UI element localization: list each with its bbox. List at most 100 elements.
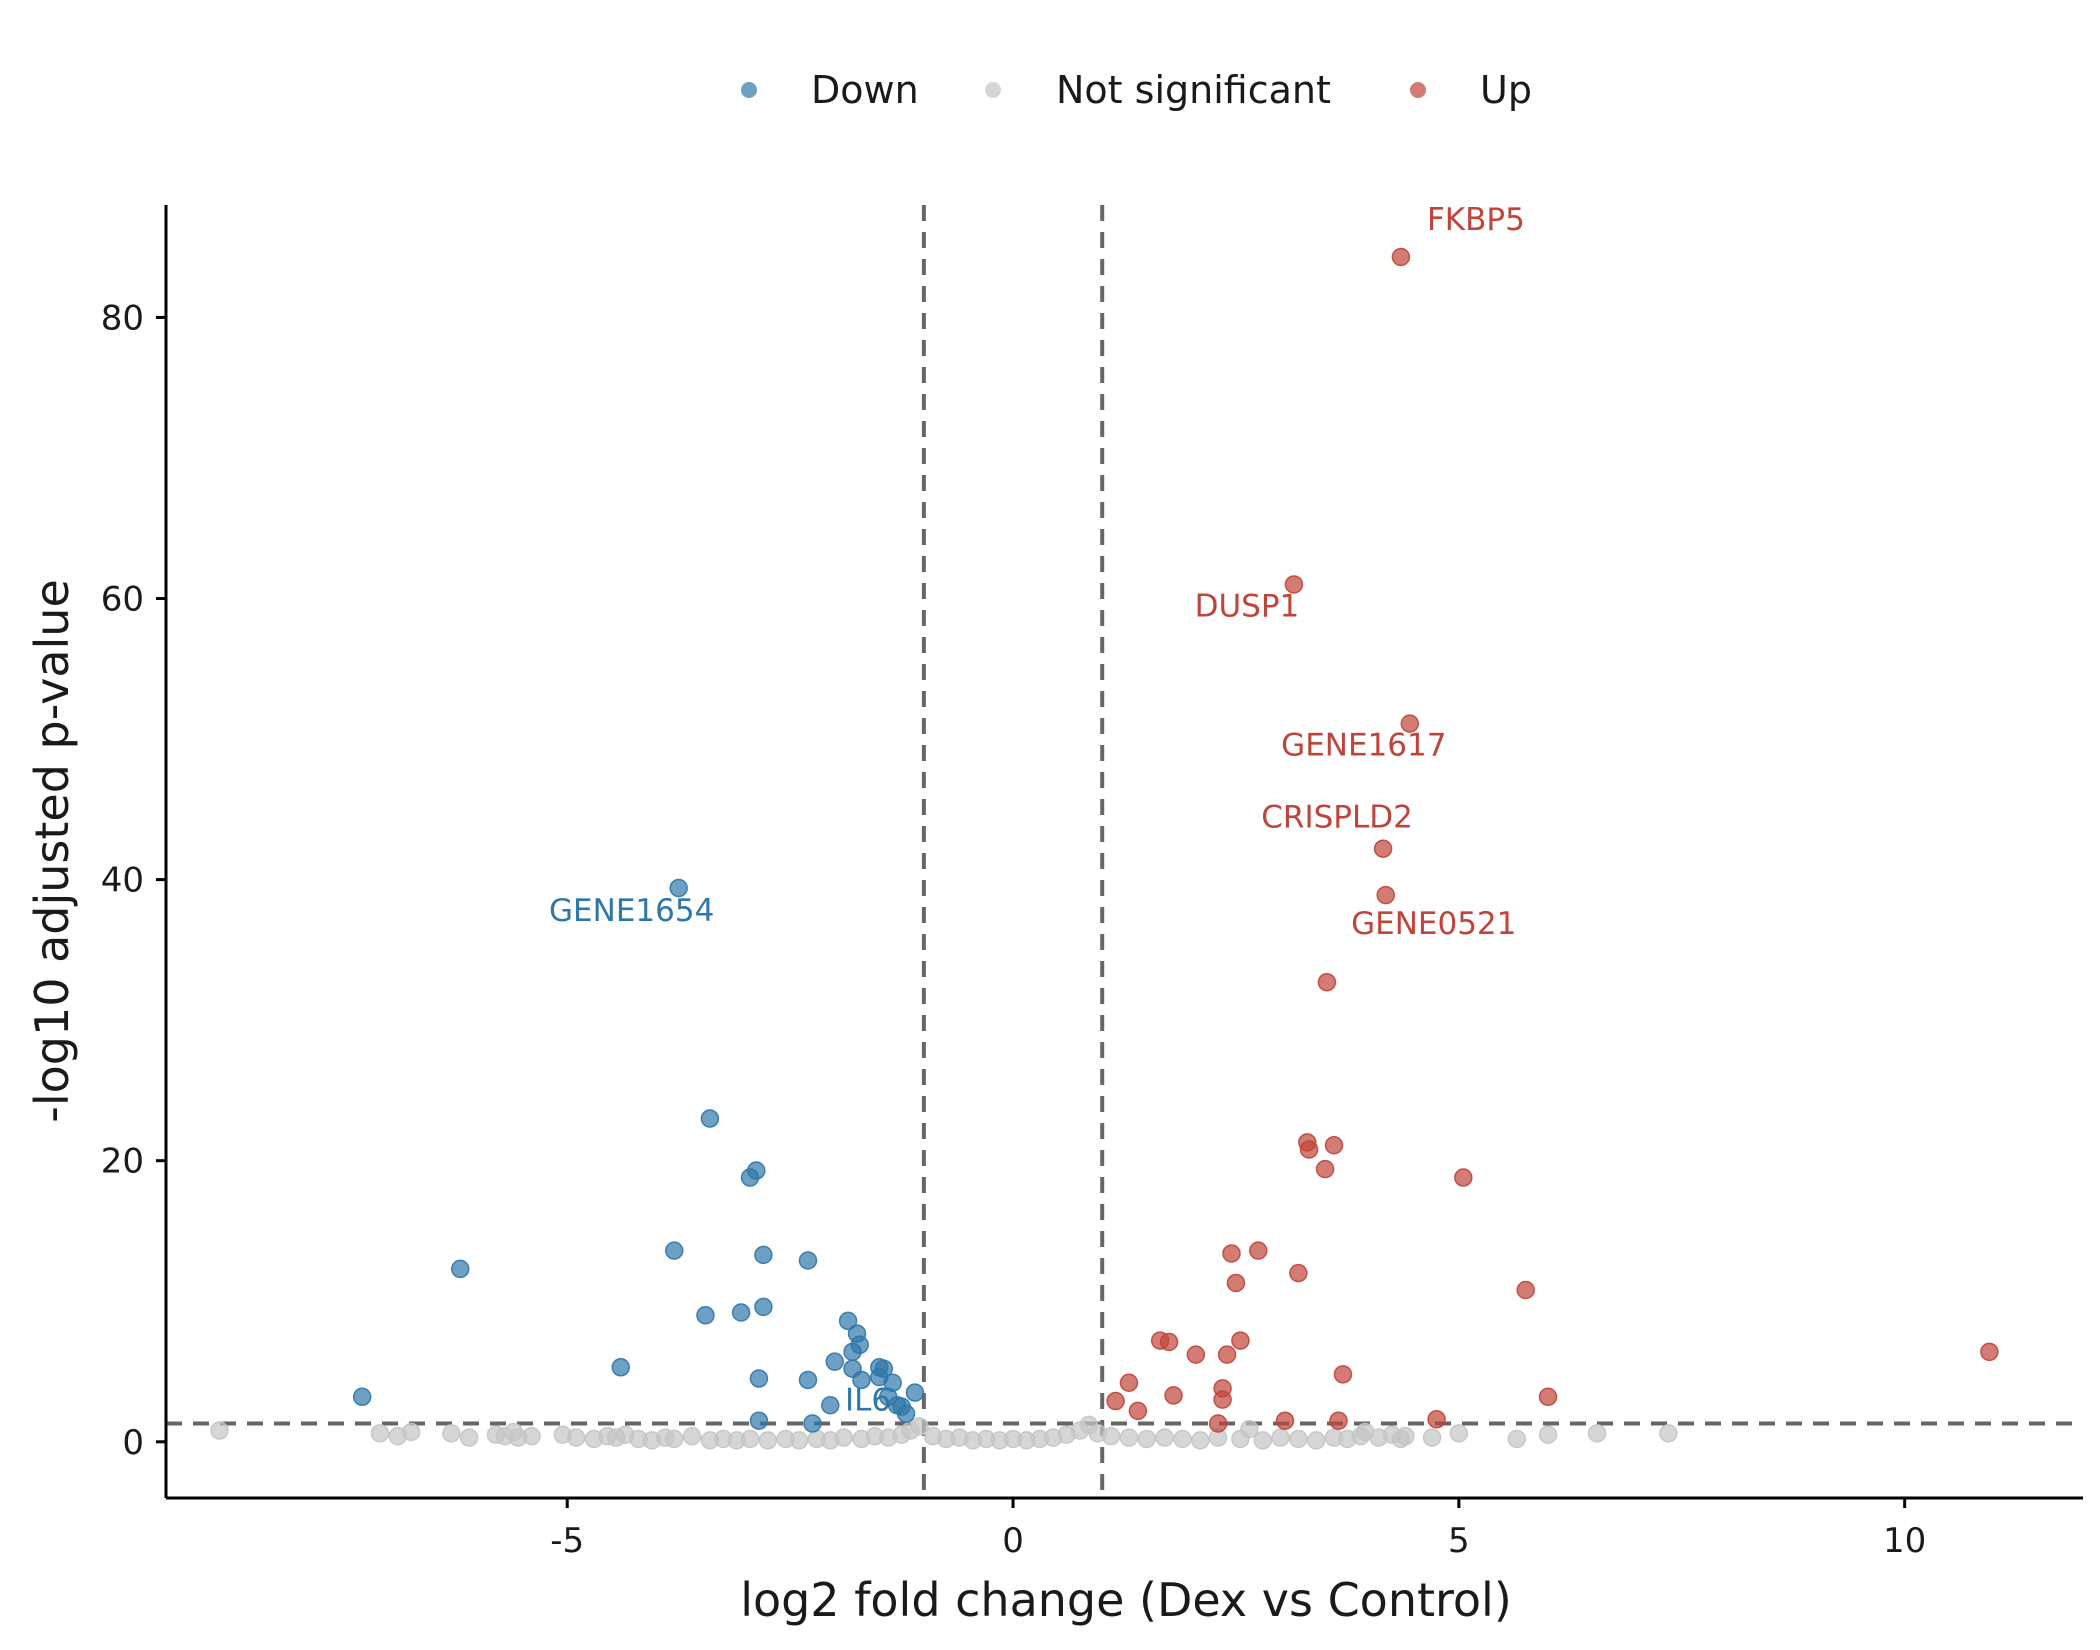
- point-not-significant: [210, 1421, 229, 1440]
- point-not-significant: [910, 1417, 929, 1436]
- point-not-significant: [1253, 1431, 1272, 1450]
- point-down: [850, 1335, 869, 1355]
- point-up: [1284, 575, 1304, 594]
- point-not-significant: [1587, 1424, 1607, 1443]
- data-points: [210, 247, 1999, 1450]
- point-up: [1516, 1280, 1535, 1300]
- axes: -5 0 5 10 0 20 40 60 80 log2 fold change (Dex v…: [25, 205, 2083, 1627]
- gene-annotations: FKBP5 DUSP1 GENE1617 CRISPLD2 GENE0521 GENE16…: [549, 202, 1525, 1419]
- point-up: [1400, 714, 1420, 733]
- point-down: [874, 1359, 894, 1378]
- point-down: [352, 1387, 372, 1407]
- point-not-significant: [1396, 1426, 1415, 1446]
- point-down: [798, 1251, 818, 1270]
- point-not-significant: [1173, 1429, 1192, 1449]
- point-down: [749, 1369, 769, 1388]
- point-not-significant: [401, 1422, 421, 1442]
- point-up: [1217, 1345, 1237, 1364]
- point-down: [696, 1306, 715, 1325]
- point-not-significant: [1422, 1428, 1442, 1447]
- point-down: [754, 1297, 773, 1317]
- point-down: [611, 1358, 630, 1377]
- x-tick-label: 0: [1002, 1521, 1024, 1561]
- point-up: [1980, 1342, 1999, 1362]
- point-up: [1289, 1263, 1308, 1283]
- point-up: [1231, 1331, 1250, 1350]
- gene-label: GENE0521: [1351, 906, 1516, 942]
- point-down: [700, 1109, 720, 1128]
- point-up: [1333, 1365, 1353, 1384]
- y-tick-label: 80: [101, 298, 144, 338]
- point-not-significant: [1155, 1428, 1174, 1447]
- point-up: [1373, 839, 1393, 858]
- point-not-significant: [1659, 1424, 1678, 1443]
- point-down: [664, 1241, 684, 1260]
- point-not-significant: [566, 1428, 586, 1447]
- point-not-significant: [1289, 1429, 1308, 1449]
- point-down: [821, 1395, 840, 1415]
- point-up: [1275, 1411, 1295, 1430]
- point-up: [1186, 1345, 1206, 1364]
- point-down: [838, 1311, 858, 1331]
- point-not-significant: [1538, 1425, 1558, 1445]
- point-not-significant: [1449, 1424, 1469, 1443]
- gene-label: DUSP1: [1195, 588, 1300, 624]
- point-up: [1329, 1411, 1348, 1430]
- legend-label-up: Up: [1480, 68, 1532, 112]
- point-down: [803, 1414, 822, 1433]
- legend-label-not-significant: Not significant: [1056, 68, 1331, 112]
- x-axis-title: log2 fold change (Dex vs Control): [740, 1573, 1512, 1627]
- legend: Down Not significant Up: [741, 68, 1532, 112]
- point-not-significant: [1191, 1431, 1210, 1450]
- point-up: [1226, 1273, 1246, 1293]
- point-down: [896, 1404, 916, 1423]
- y-tick-label: 40: [101, 861, 144, 901]
- point-not-significant: [1507, 1429, 1527, 1449]
- point-up: [1454, 1168, 1473, 1187]
- gene-label: CRISPLD2: [1261, 800, 1413, 836]
- point-up: [1315, 1159, 1335, 1179]
- gene-label: GENE1654: [549, 893, 714, 929]
- point-not-significant: [682, 1426, 702, 1446]
- point-up: [1427, 1410, 1446, 1429]
- point-not-significant: [758, 1431, 778, 1450]
- y-tick-label: 60: [101, 580, 144, 620]
- gene-label: FKBP5: [1427, 202, 1525, 238]
- point-up: [1317, 972, 1337, 992]
- point-not-significant: [522, 1426, 541, 1446]
- point-up: [1324, 1135, 1344, 1155]
- point-not-significant: [789, 1431, 809, 1450]
- x-axis-ticks: -5 0 5 10: [550, 1498, 1926, 1561]
- point-not-significant: [664, 1429, 684, 1449]
- point-not-significant: [1119, 1428, 1139, 1447]
- point-not-significant: [1240, 1419, 1259, 1439]
- point-down: [731, 1303, 751, 1322]
- point-down: [747, 1161, 766, 1180]
- point-down: [754, 1245, 773, 1265]
- point-up: [1538, 1387, 1558, 1407]
- point-up: [1208, 1414, 1228, 1433]
- point-up: [1159, 1332, 1179, 1352]
- point-not-significant: [1137, 1429, 1157, 1449]
- point-up: [1106, 1391, 1125, 1411]
- point-up: [1213, 1379, 1232, 1398]
- x-tick-label: 5: [1448, 1521, 1470, 1561]
- point-not-significant: [1101, 1426, 1121, 1446]
- legend-label-down: Down: [811, 68, 919, 112]
- point-not-significant: [1271, 1428, 1290, 1447]
- legend-marker-not-significant: [985, 82, 1001, 98]
- point-not-significant: [442, 1424, 461, 1443]
- point-not-significant: [370, 1424, 390, 1443]
- point-not-significant: [740, 1429, 760, 1449]
- point-down: [905, 1383, 925, 1402]
- x-tick-label: 10: [1883, 1521, 1926, 1561]
- point-down: [852, 1370, 871, 1390]
- y-tick-label: 0: [122, 1423, 144, 1463]
- gene-label: IL6: [845, 1383, 891, 1419]
- x-tick-label: -5: [550, 1521, 584, 1561]
- point-down: [450, 1259, 470, 1279]
- legend-marker-up: [1410, 82, 1426, 98]
- y-axis-title: -log10 adjusted p-value: [25, 579, 79, 1123]
- point-up: [1391, 247, 1411, 267]
